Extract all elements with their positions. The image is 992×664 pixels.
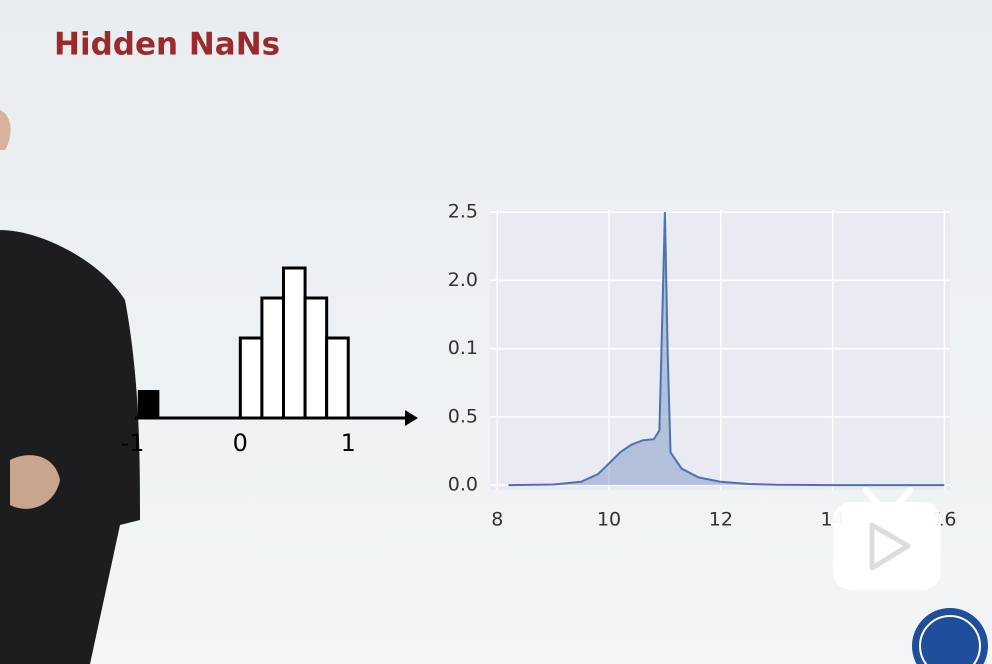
y-tick-label: 2.0 — [448, 269, 478, 291]
bar — [303, 296, 329, 420]
slide-title: Hidden NaNs — [54, 27, 280, 63]
bar — [281, 266, 307, 420]
x-tick-label: 10 — [597, 509, 621, 531]
bar — [325, 336, 350, 420]
logo — [912, 608, 988, 664]
x-tick-label: -1 — [120, 429, 144, 457]
nan-bar — [137, 390, 160, 418]
bar — [260, 296, 285, 420]
x-tick-label: 8 — [491, 509, 503, 531]
play-button[interactable] — [833, 487, 941, 590]
y-tick-label: 0.5 — [448, 405, 478, 427]
x-tick-label: 12 — [709, 509, 733, 531]
presenter — [0, 230, 140, 664]
y-tick-label: 2.5 — [448, 201, 478, 223]
bar — [238, 336, 264, 420]
plot-area — [490, 210, 950, 490]
x-tick-label: 0 — [233, 429, 248, 457]
x-tick-label: 1 — [341, 429, 356, 457]
x-axis-arrow — [405, 410, 418, 426]
presenter-face — [0, 110, 11, 150]
plots: -1 0 10.00.50.12.02.58 10 12 14 16 — [120, 201, 956, 531]
y-tick-label: 0.0 — [448, 474, 478, 496]
y-tick-label: 0.1 — [448, 337, 478, 359]
presenter-hand — [10, 455, 60, 509]
density-line — [508, 212, 945, 487]
